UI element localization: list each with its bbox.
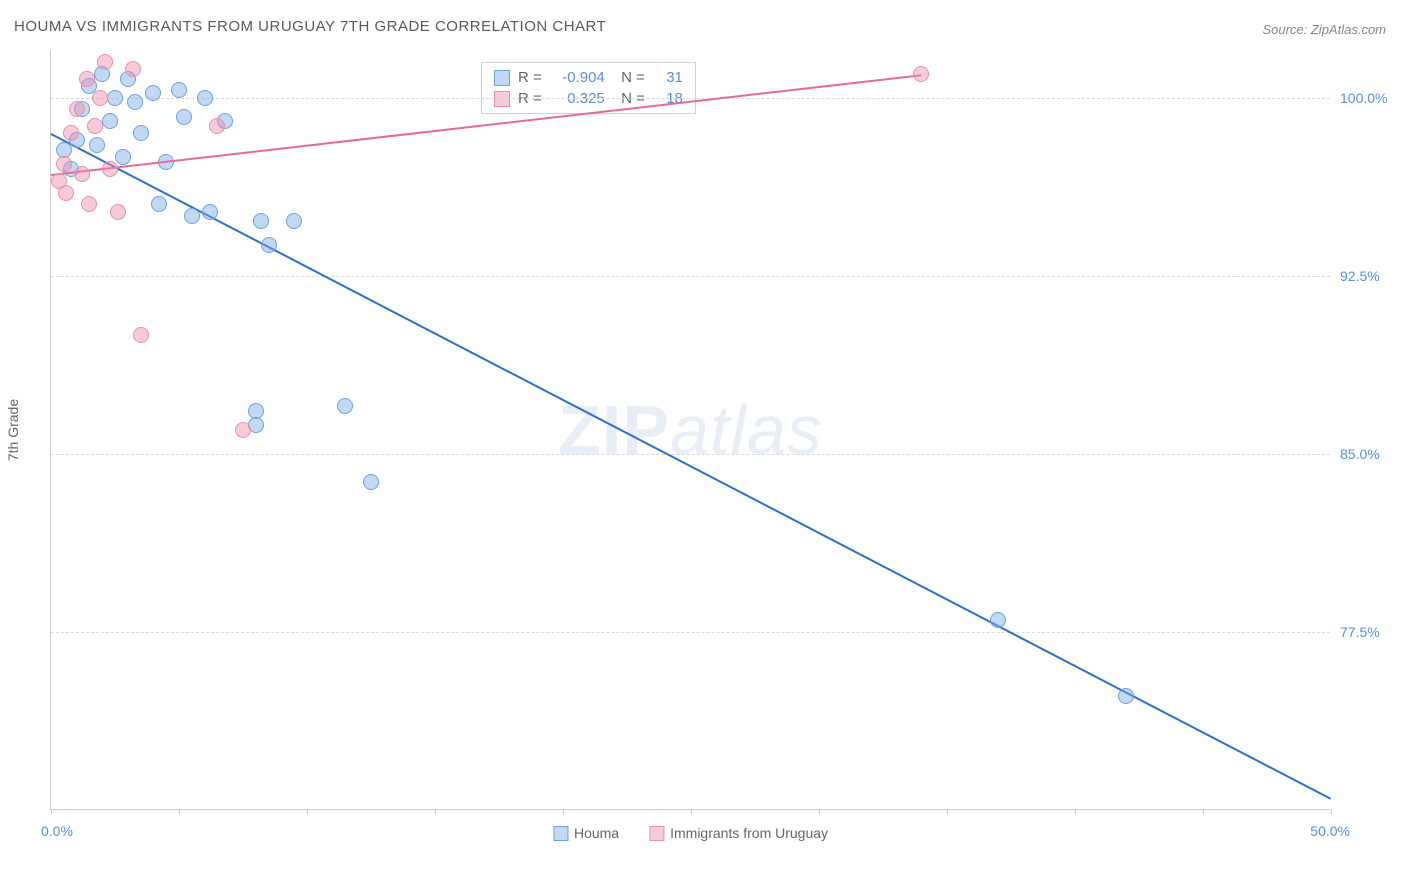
- scatter-point: [133, 327, 149, 343]
- scatter-point: [63, 125, 79, 141]
- scatter-point: [92, 90, 108, 106]
- scatter-point: [110, 204, 126, 220]
- x-tick: [51, 809, 52, 815]
- correlation-legend: R = -0.904 N = 31 R = 0.325 N = 18: [481, 62, 696, 114]
- scatter-point: [151, 196, 167, 212]
- scatter-point: [286, 213, 302, 229]
- y-tick-label: 100.0%: [1340, 90, 1400, 106]
- x-tick: [179, 809, 180, 815]
- y-tick-label: 92.5%: [1340, 268, 1400, 284]
- legend-r-label: R =: [518, 69, 542, 86]
- scatter-point: [235, 422, 251, 438]
- scatter-point: [990, 612, 1006, 628]
- scatter-point: [87, 118, 103, 134]
- scatter-point: [97, 54, 113, 70]
- scatter-point: [197, 90, 213, 106]
- scatter-point: [209, 118, 225, 134]
- scatter-point: [102, 113, 118, 129]
- bottom-swatch-uruguay: [649, 826, 664, 841]
- scatter-point: [133, 125, 149, 141]
- scatter-point: [145, 85, 161, 101]
- x-tick: [947, 809, 948, 815]
- legend-r-value-uruguay: 0.325: [550, 90, 605, 107]
- legend-swatch-houma: [494, 70, 510, 86]
- x-tick: [435, 809, 436, 815]
- legend-n-label: N =: [613, 90, 645, 107]
- x-tick: [691, 809, 692, 815]
- scatter-point: [125, 61, 141, 77]
- x-tick: [1203, 809, 1204, 815]
- scatter-point: [1118, 688, 1134, 704]
- gridline: [51, 454, 1330, 455]
- source-credit: Source: ZipAtlas.com: [1262, 22, 1386, 37]
- legend-row-houma: R = -0.904 N = 31: [494, 67, 683, 88]
- scatter-point: [58, 185, 74, 201]
- bottom-legend-uruguay: Immigrants from Uruguay: [649, 825, 828, 841]
- scatter-point: [337, 398, 353, 414]
- bottom-legend: Houma Immigrants from Uruguay: [553, 825, 828, 841]
- scatter-point: [74, 166, 90, 182]
- scatter-point: [56, 156, 72, 172]
- legend-n-label: N =: [613, 69, 645, 86]
- bottom-label-uruguay: Immigrants from Uruguay: [670, 825, 828, 841]
- scatter-point: [176, 109, 192, 125]
- x-tick: [563, 809, 564, 815]
- gridline: [51, 276, 1330, 277]
- legend-r-label: R =: [518, 90, 542, 107]
- x-tick: [1331, 809, 1332, 815]
- plot-area: 7th Grade ZIPatlas 0.0% 50.0% R = -0.904…: [50, 50, 1330, 810]
- legend-r-value-houma: -0.904: [550, 69, 605, 86]
- x-tick: [307, 809, 308, 815]
- scatter-point: [69, 101, 85, 117]
- scatter-point: [363, 474, 379, 490]
- scatter-point: [261, 237, 277, 253]
- scatter-point: [115, 149, 131, 165]
- watermark: ZIPatlas: [558, 390, 823, 470]
- scatter-point: [202, 204, 218, 220]
- bottom-label-houma: Houma: [574, 825, 619, 841]
- x-tick: [1075, 809, 1076, 815]
- legend-n-value-houma: 31: [653, 69, 683, 86]
- scatter-point: [107, 90, 123, 106]
- chart-title: HOUMA VS IMMIGRANTS FROM URUGUAY 7TH GRA…: [14, 18, 606, 35]
- scatter-point: [79, 71, 95, 87]
- scatter-point: [102, 161, 118, 177]
- scatter-point: [184, 208, 200, 224]
- bottom-swatch-houma: [553, 826, 568, 841]
- x-axis-min-label: 0.0%: [41, 823, 73, 839]
- gridline: [51, 632, 1330, 633]
- x-tick: [819, 809, 820, 815]
- legend-swatch-uruguay: [494, 91, 510, 107]
- scatter-point: [253, 213, 269, 229]
- trend-line: [51, 133, 1332, 800]
- scatter-point: [913, 66, 929, 82]
- y-axis-title: 7th Grade: [5, 398, 21, 460]
- y-tick-label: 77.5%: [1340, 624, 1400, 640]
- scatter-point: [127, 94, 143, 110]
- y-tick-label: 85.0%: [1340, 446, 1400, 462]
- scatter-point: [81, 196, 97, 212]
- gridline: [51, 98, 1330, 99]
- bottom-legend-houma: Houma: [553, 825, 619, 841]
- scatter-point: [89, 137, 105, 153]
- scatter-point: [171, 82, 187, 98]
- x-axis-max-label: 50.0%: [1310, 823, 1350, 839]
